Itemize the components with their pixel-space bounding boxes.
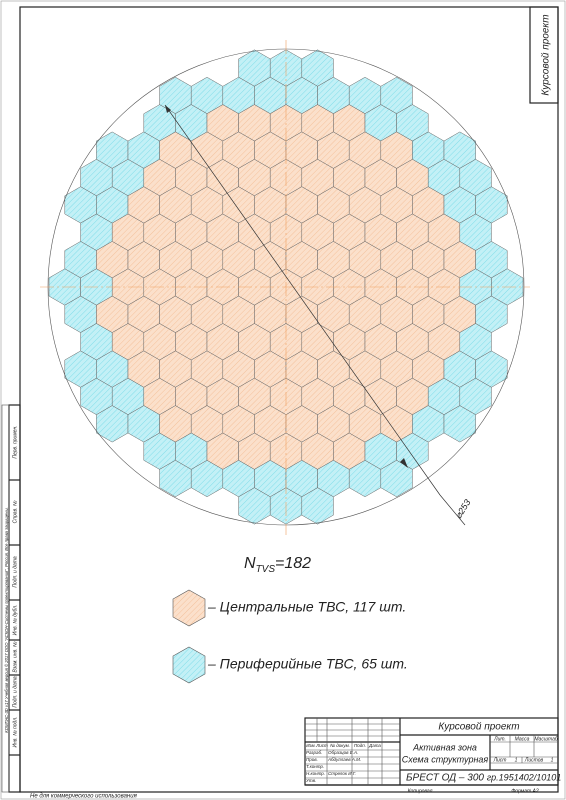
title-block-text: Курсовой проект <box>438 722 519 733</box>
title-block-text: Схема структурная <box>402 754 489 764</box>
side-strip-label: Взам. инв. № <box>12 641 18 673</box>
title-block-text: 1 <box>515 757 518 763</box>
arrow <box>400 458 408 468</box>
title-block-texts: Курсовой проект Активная зона Схема структ… <box>306 722 561 795</box>
title-block-text: гр.1951402/10101 <box>487 772 562 782</box>
side-strip-label: Перв. примен. <box>12 425 18 458</box>
title-block-text: Масса <box>515 736 530 742</box>
formula-value: =182 <box>275 555 311 572</box>
peripheral-assembly <box>301 487 334 525</box>
legend-swatch <box>172 589 206 627</box>
legend-label: – Центральные ТВС, 117 шт. <box>207 599 406 615</box>
title-block-text: Листов <box>524 757 544 763</box>
title-block-text: 1 <box>551 757 554 763</box>
side-strip-label: Инв. № подл. <box>12 716 18 747</box>
side-strip <box>1 404 21 793</box>
title-block-text: Копировал <box>408 788 433 794</box>
title-block-text: Лист <box>315 743 328 748</box>
side-strip-label: Инв. № дубл. <box>12 605 18 636</box>
formula-subscript: TVS <box>256 564 276 575</box>
formula-symbol: N <box>244 555 256 572</box>
side-strip-label: Справ. № <box>12 500 18 523</box>
corner-stamp-box <box>529 6 559 104</box>
title-block-text: Формат А2 <box>511 788 539 794</box>
formula: NTVS=182 <box>244 555 311 574</box>
dimension-line <box>164 104 441 496</box>
peripheral-assembly <box>443 405 476 443</box>
dimension-leader <box>439 494 466 526</box>
peripheral-assembly <box>380 460 413 498</box>
side-strip-label: Подп. и дата <box>12 676 18 708</box>
title-block-text: Разраб. <box>306 750 322 755</box>
title-block-text: Активная зона <box>412 742 477 752</box>
arrow <box>165 105 171 113</box>
side-strip-texts: Перв. примен. Справ. № Подп. и дата Инв. № … <box>12 425 18 747</box>
title-block-text: Лит. <box>493 736 506 742</box>
hex-core-map <box>48 49 524 525</box>
title-block-text: Утв. <box>306 778 316 783</box>
side-strip-label: Подп. и дата <box>12 556 18 588</box>
title-block-text: Образцов Е.А. <box>328 750 358 755</box>
license-text: КОМПАС-3D v17 Учебная версия © 2017 ООО … <box>4 507 9 732</box>
title-block-text: Лист <box>493 757 507 763</box>
legend-swatch <box>172 646 206 684</box>
title-block-text: Масштаб <box>534 736 558 742</box>
footer-note: Не для коммерческого использования <box>30 794 138 800</box>
title-block-text: Стрелок И.Г. <box>328 771 356 776</box>
legend-label: – Периферийные ТВС, 65 шт. <box>207 656 408 672</box>
title-block-text: Т.контр. <box>306 764 324 769</box>
title-block-text: № докум. <box>330 743 350 748</box>
dimension-label: ⌀253 <box>453 498 472 521</box>
frame <box>19 6 559 793</box>
title-block-text: Подп. <box>354 743 366 748</box>
corner-stamp: Курсовой проект <box>541 14 552 95</box>
title-block-text: Н.контр. <box>306 771 325 776</box>
title-block-text: Абдуллаев А.М. <box>327 757 361 762</box>
title-block-text: Пров. <box>306 757 318 762</box>
title-block-text: БРЕСТ ОД – 300 <box>406 773 484 784</box>
title-block <box>304 717 559 786</box>
title-block-text: Изм. <box>306 743 316 748</box>
title-block-text: Дата <box>368 743 381 748</box>
